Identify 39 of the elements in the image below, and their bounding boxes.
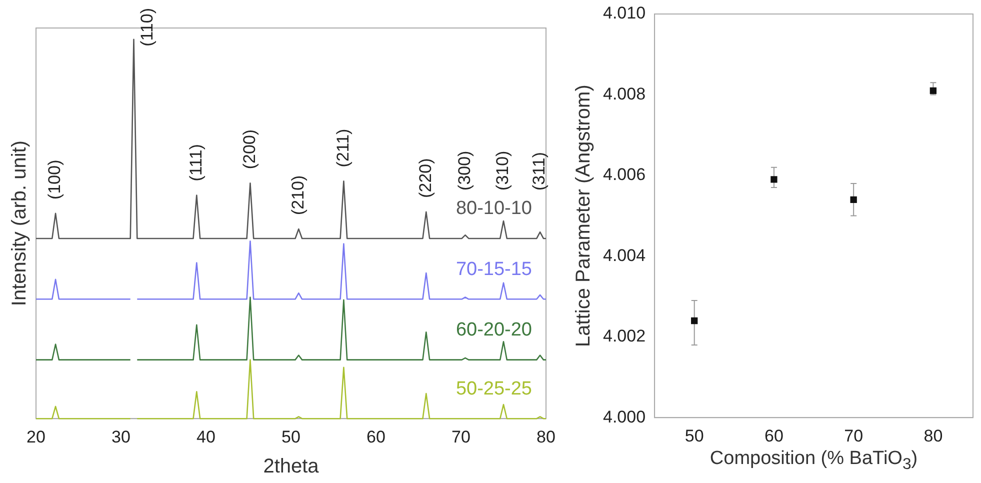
x-tick-label: 80 [536,427,556,446]
y-tick-label: 4.006 [602,165,646,184]
x-tick-label: 70 [452,427,470,446]
x-tick-label: 30 [112,427,130,446]
annotation: (220) [416,158,435,198]
annotation: (310) [493,150,512,190]
y-axis-title: Lattice Parameter (Angstrom) [572,84,595,347]
x-tick-label: 60 [366,427,386,446]
y-tick-label: 4.000 [602,407,646,426]
annotation: (111) [186,144,206,182]
annotation: (311) [530,152,549,190]
series-label: 80-10-10 [456,198,532,220]
y-tick-label: 4.010 [602,4,646,23]
series-label: 50-25-25 [456,378,532,400]
x-tick-label: 40 [196,427,216,446]
x-axis-title: 2theta [263,456,320,478]
point [770,176,778,183]
x-tick-label: 20 [26,427,46,446]
series-label: 60-20-20 [456,320,532,341]
y-tick-label: 4.002 [602,326,646,346]
point [850,196,857,203]
x-tick-label: 70 [844,426,864,446]
annotation: (100) [45,160,64,200]
annotation: (210) [288,175,308,215]
y-tick-label: 4.008 [602,84,646,104]
x-axis-title: Composition (% BaTiO$_{3}$) [708,448,919,474]
y-axis-title: Intensity (arb. unit) [8,140,31,306]
series-label: 70-15-15 [456,258,532,280]
y-tick-label: 4.004 [602,246,646,265]
annotation: (110) [137,8,156,46]
annotation: (211) [333,128,352,168]
x-tick-label: 80 [924,426,943,446]
x-tick-label: 50 [684,426,704,446]
x-tick-label: 50 [282,427,300,446]
x-tick-label: 60 [764,426,784,446]
point [930,87,937,94]
annotation: (200) [240,129,259,170]
annotation: (300) [454,150,474,190]
point [691,317,698,324]
